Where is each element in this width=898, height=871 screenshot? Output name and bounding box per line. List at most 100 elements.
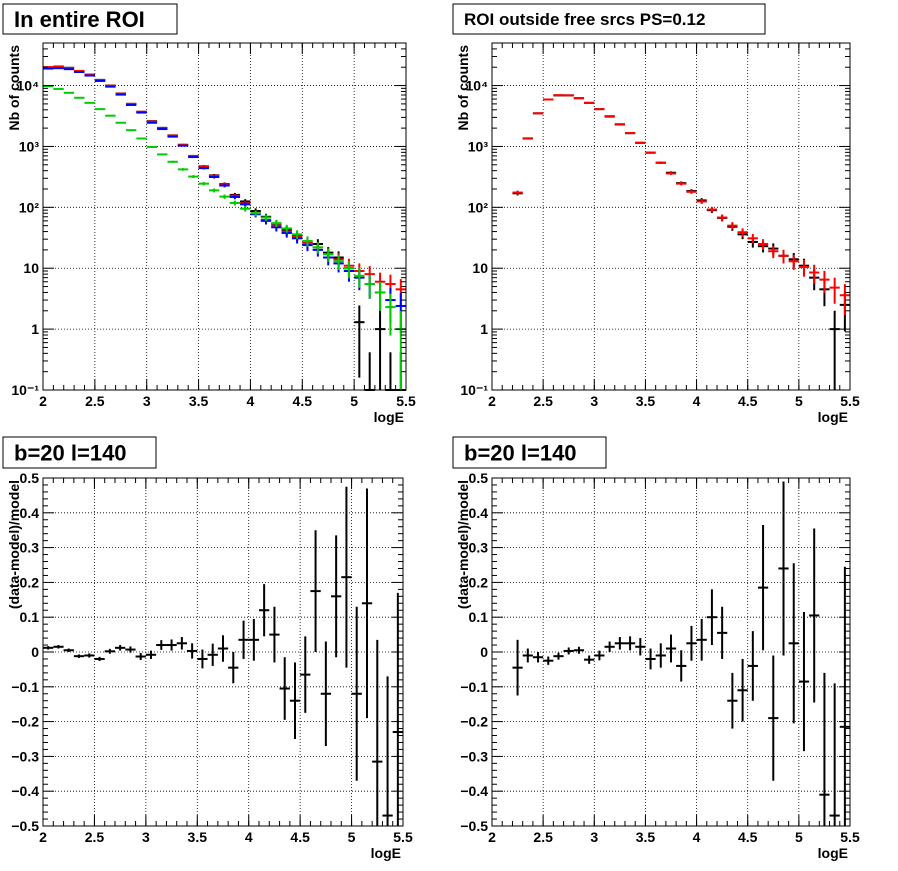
- y-tick-label: −0.4: [11, 783, 39, 799]
- x-tick-label: 2: [488, 393, 496, 409]
- series-0: [512, 481, 850, 826]
- data-point: [176, 637, 187, 650]
- chart-title: b=20 l=140: [14, 440, 127, 465]
- data-point: [115, 645, 126, 651]
- data-point: [269, 606, 280, 663]
- y-tick-label: 0.2: [20, 574, 40, 590]
- y-tick-label: 0.3: [20, 540, 40, 556]
- y-tick-label: 0.3: [469, 540, 489, 556]
- x-tick-label: 2.5: [533, 829, 553, 845]
- x-tick-label: 5.5: [840, 829, 860, 845]
- grid: [43, 43, 406, 390]
- data-point: [73, 654, 85, 658]
- data-point: [706, 206, 718, 213]
- panel-counts-outside-free-srcs: ROI outside free srcs PS=0.12 2 2.5 3 3.5 4 4…: [452, 3, 860, 425]
- data-point: [238, 620, 249, 659]
- data-marks: [512, 94, 850, 390]
- data-point: [156, 640, 167, 650]
- data-point: [208, 188, 220, 193]
- x-tick-label: 4: [693, 393, 701, 409]
- grid: [492, 478, 850, 826]
- data-point: [829, 310, 840, 390]
- y-tick-label: 0.4: [20, 505, 40, 521]
- axis-ticks: 2 2.5 3 3.5 4 4.5 5 5.5 10⁻¹ 1 10 10² 10³ 10⁴: [460, 42, 860, 409]
- y-tick-label: −0.5: [11, 818, 39, 834]
- data-point: [768, 245, 779, 259]
- plot-frame: [491, 42, 851, 391]
- data-point: [166, 639, 177, 651]
- data-point: [94, 656, 105, 662]
- x-tick-label: 4.5: [738, 393, 758, 409]
- data-point: [271, 219, 282, 227]
- y-axis-label: Nb of counts: [455, 45, 471, 131]
- panel-residuals-right: b=20 l=140 2 2.5 3 3.5 4 4.5 5 5.5 −0.5 −0.4 −0.3 −…: [452, 436, 860, 861]
- chart-title: ROI outside free srcs PS=0.12: [464, 10, 705, 29]
- y-tick-label: 0.5: [469, 470, 489, 486]
- y-tick-label: 10: [472, 260, 488, 276]
- y-tick-label: −0.1: [460, 679, 488, 695]
- data-point: [125, 129, 137, 132]
- data-point: [717, 214, 728, 221]
- data-point: [809, 528, 820, 703]
- data-point: [197, 649, 208, 669]
- data-point: [136, 111, 147, 114]
- data-marks: [43, 486, 403, 826]
- x-axis-label: logE: [818, 409, 848, 425]
- data-point: [125, 646, 136, 653]
- x-tick-label: 3: [142, 829, 150, 845]
- x-tick-label: 3: [590, 393, 598, 409]
- data-point: [584, 101, 595, 104]
- data-point: [198, 182, 209, 186]
- y-tick-label: 10⁴: [466, 78, 489, 94]
- data-point: [279, 657, 290, 720]
- x-axis-label: logE: [374, 409, 404, 425]
- data-point: [300, 636, 311, 713]
- data-point: [310, 530, 321, 652]
- data-point: [532, 652, 544, 663]
- data-point: [177, 168, 189, 171]
- x-tick-label: 4.5: [293, 393, 313, 409]
- data-point: [198, 166, 209, 170]
- y-tick-label: 10⁻¹: [11, 382, 39, 398]
- data-point: [105, 85, 116, 88]
- data-point: [207, 643, 218, 666]
- y-tick-label: −0.2: [460, 714, 488, 730]
- data-point: [259, 584, 270, 637]
- y-tick-label: −0.4: [460, 783, 488, 799]
- data-point: [146, 145, 158, 148]
- data-point: [250, 210, 261, 217]
- data-point: [788, 254, 799, 270]
- x-tick-label: 4: [247, 393, 255, 409]
- data-point: [727, 222, 738, 230]
- data-point: [53, 645, 64, 649]
- data-point: [392, 592, 403, 826]
- data-point: [43, 646, 54, 650]
- data-point: [778, 481, 789, 656]
- x-tick-label: 5.5: [840, 393, 860, 409]
- y-tick-label: 10²: [19, 199, 40, 215]
- data-point: [364, 274, 375, 299]
- data-point: [563, 94, 574, 97]
- data-point: [188, 175, 199, 179]
- data-point: [217, 635, 229, 662]
- x-axis-label: logE: [371, 845, 401, 861]
- x-tick-label: 4: [693, 829, 701, 845]
- data-point: [372, 639, 383, 826]
- title-box: [2, 3, 178, 35]
- data-point: [839, 284, 850, 316]
- data-point: [219, 194, 230, 199]
- data-marks: [43, 65, 406, 391]
- data-point: [382, 676, 393, 826]
- x-tick-label: 2.5: [533, 393, 553, 409]
- y-tick-label: 0: [480, 644, 488, 660]
- data-point: [323, 248, 334, 262]
- data-point: [522, 648, 533, 663]
- data-point: [115, 121, 126, 124]
- grid: [43, 478, 403, 826]
- series-2: [43, 67, 406, 334]
- x-tick-label: 3.5: [188, 829, 208, 845]
- axis-ticks: 2 2.5 3 3.5 4 4.5 5 5.5 −0.5 −0.4 −0.3 −0.2 −0.1 0 0.1…: [460, 470, 860, 845]
- data-point: [354, 267, 365, 288]
- data-point: [395, 310, 406, 390]
